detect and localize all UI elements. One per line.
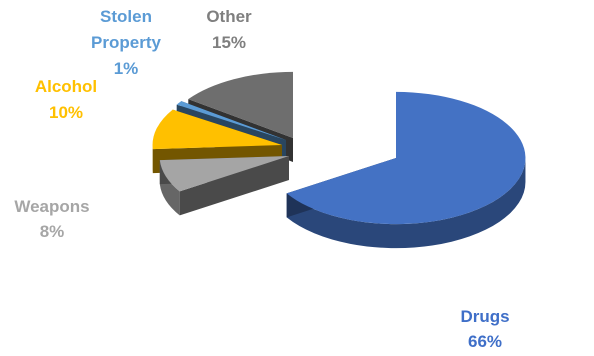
data-label-name-stolen-property: Property <box>91 33 161 52</box>
data-label-value-drugs: 66% <box>468 332 502 351</box>
pie-slice-top <box>286 91 526 225</box>
pie-slice-top <box>188 71 293 138</box>
pie-slice-drugs <box>286 91 526 249</box>
pie-slice-top <box>159 156 289 192</box>
data-label-value-alcohol: 10% <box>49 103 83 122</box>
data-label-name-stolen-property: Stolen <box>100 7 152 26</box>
data-label-value-stolen-property: 1% <box>114 59 139 78</box>
pie-slice-side <box>159 160 180 216</box>
pie-slice-side <box>286 158 526 249</box>
pie-slice-weapons <box>159 156 289 216</box>
pie-slice-top <box>152 109 282 150</box>
pie-slice-top <box>176 101 286 140</box>
data-label-name-other: Other <box>206 7 252 26</box>
data-label-value-other: 15% <box>212 33 246 52</box>
data-label-value-weapons: 8% <box>40 222 65 241</box>
data-label-name-weapons: Weapons <box>14 197 89 216</box>
data-label-name-alcohol: Alcohol <box>35 77 97 96</box>
data-label-name-drugs: Drugs <box>460 307 509 326</box>
